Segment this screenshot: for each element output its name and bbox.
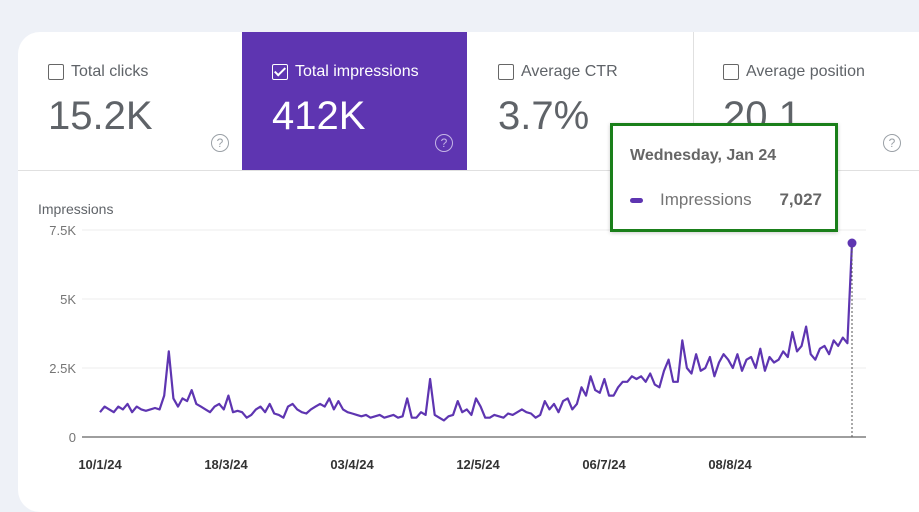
x-tick-label: 10/1/24 (78, 457, 122, 472)
metric-average-ctr[interactable]: Average CTR 3.7% ? (468, 32, 694, 170)
help-icon[interactable]: ? (435, 134, 453, 152)
metric-total-clicks[interactable]: Total clicks 15.2K ? (18, 32, 244, 170)
tooltip-value: 7,027 (779, 190, 822, 209)
metric-value: 412K (272, 94, 366, 138)
y-tick-label: 5K (60, 292, 76, 307)
metric-value: 3.7% (498, 94, 590, 138)
metric-tabs: Total clicks 15.2K ? Total impressions 4… (18, 32, 919, 171)
metric-value: 15.2K (48, 94, 153, 138)
checkbox-icon[interactable] (498, 64, 514, 80)
help-icon[interactable]: ? (211, 134, 229, 152)
x-tick-label: 03/4/24 (330, 457, 374, 472)
y-tick-label: 7.5K (49, 223, 76, 238)
chart-tooltip: Wednesday, Jan 24 Impressions 7,027 (610, 123, 838, 232)
y-tick-label: 0 (69, 430, 76, 445)
hover-point (847, 238, 857, 248)
performance-card: Total clicks 15.2K ? Total impressions 4… (18, 32, 919, 512)
y-axis-title: Impressions (38, 201, 113, 217)
checkbox-icon[interactable] (48, 64, 64, 80)
metric-total-impressions[interactable]: Total impressions 412K ? (242, 32, 467, 170)
metric-label: Average CTR (521, 63, 618, 80)
impressions-chart[interactable]: Impressions 0 2.5K 5K 7.5K 10/1/24 18/3/24 03/… (0, 0, 919, 490)
y-tick-label: 2.5K (49, 361, 76, 376)
help-icon[interactable]: ? (883, 134, 901, 152)
x-tick-label: 08/8/24 (708, 457, 752, 472)
x-tick-label: 06/7/24 (582, 457, 626, 472)
tooltip-date: Wednesday, Jan 24 (630, 147, 777, 164)
metric-label: Average position (746, 63, 865, 80)
checkbox-icon[interactable] (723, 64, 739, 80)
x-tick-label: 18/3/24 (204, 457, 248, 472)
checkbox-checked-icon[interactable] (272, 64, 288, 80)
metric-label: Total impressions (295, 63, 419, 80)
tooltip-series: Impressions (660, 190, 752, 209)
series-swatch-icon (630, 197, 643, 203)
metric-label: Total clicks (71, 63, 149, 80)
impressions-line (99, 243, 854, 422)
x-tick-label: 12/5/24 (456, 457, 500, 472)
